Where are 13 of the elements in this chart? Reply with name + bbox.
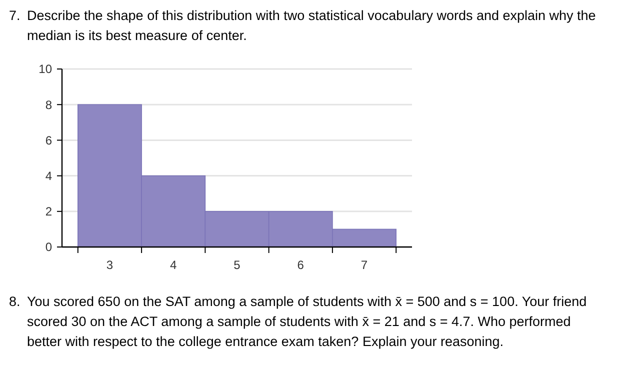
y-tick-label: 0 — [45, 240, 52, 254]
x-tick-label: 3 — [106, 258, 114, 272]
y-tick-label: 6 — [45, 133, 52, 148]
y-tick-label: 2 — [45, 204, 52, 219]
x-tick-label: 5 — [234, 258, 241, 272]
x-tick-label: 7 — [360, 258, 368, 272]
y-tick-label: 8 — [45, 98, 52, 112]
y-tick-label: 4 — [45, 169, 52, 183]
chart-title: 7. Describe the shape of this distribution with two statistical vocabulary words and explain why the median is its best measure of center. — [9, 8, 596, 43]
y-tick-label: 10 — [38, 62, 52, 76]
x-tick-label: 4 — [170, 258, 178, 272]
text: 8. You scored 650 on the SAT among a sample of students with x̄ = 500 and s = 100. Your friend scored 30 on the ACT among a sample of students with x̄ = 21 and s = 4.7. Who performed better with respect to the college entrance exam taken? Explain your reasoning. — [9, 294, 587, 349]
x-tick-label: 6 — [297, 258, 304, 272]
